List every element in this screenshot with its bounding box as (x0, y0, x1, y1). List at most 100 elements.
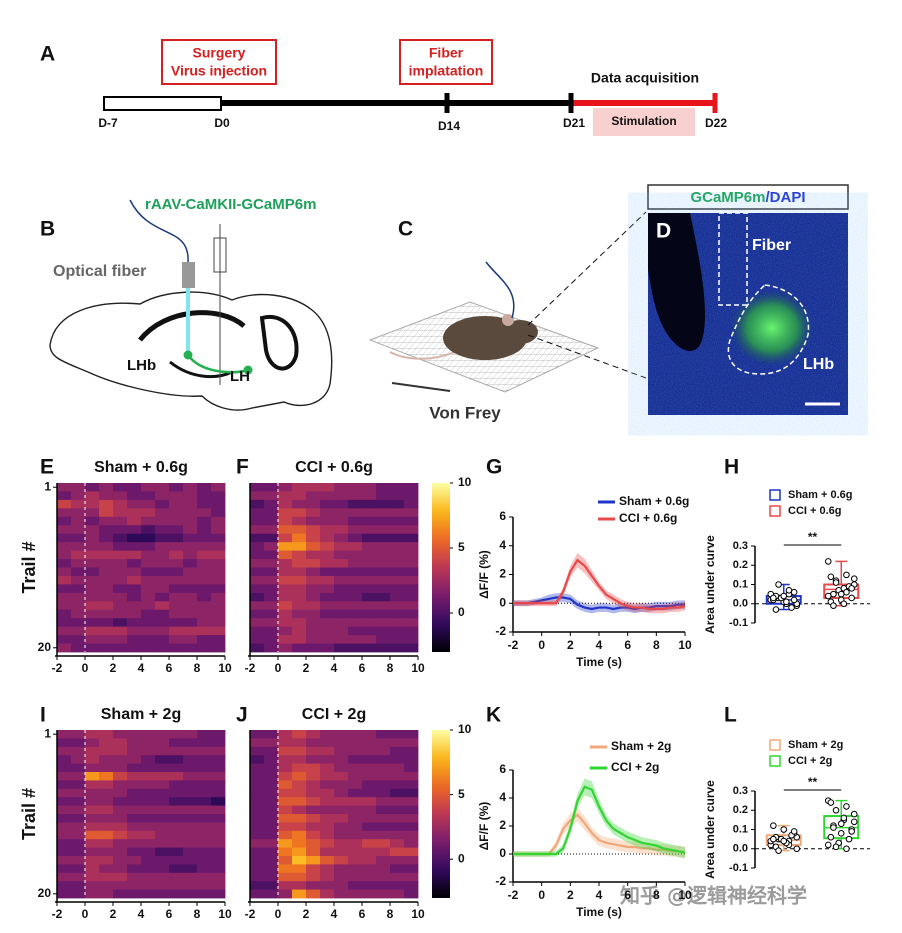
projection (186, 354, 249, 374)
y-tick-label: -2 (495, 624, 506, 638)
heat-cell (169, 559, 184, 568)
heat-cell (404, 763, 419, 773)
heat-cell (278, 483, 293, 492)
heat-cell (334, 567, 349, 577)
heat-cell (197, 525, 212, 535)
heat-cell (306, 592, 321, 602)
heat-cell (250, 889, 265, 899)
heat-cell (250, 755, 265, 764)
heat-cell (292, 872, 307, 882)
heat-cell (250, 592, 265, 602)
heat-cell (292, 856, 307, 865)
heat-cell (127, 618, 142, 628)
data-point (827, 799, 835, 806)
heat-cell (183, 601, 198, 611)
heat-cell (264, 499, 279, 509)
heat-cell (197, 499, 212, 509)
heat-cell (264, 872, 279, 882)
heat-cell (376, 567, 391, 577)
heat-cell (376, 738, 391, 748)
heat-cell (113, 499, 128, 509)
heat-cell (141, 746, 156, 756)
heat-cell (71, 559, 86, 568)
heat-cell (71, 847, 86, 857)
heat-cell (292, 830, 307, 840)
heat-cell (127, 746, 142, 756)
heat-cell (113, 609, 128, 619)
heat-cell (57, 839, 72, 848)
heat-cell (390, 584, 405, 594)
heat-cell (278, 788, 293, 798)
heat-cell (57, 738, 72, 748)
y-axis-label: Trail # (19, 541, 39, 593)
heat-cell (250, 559, 265, 568)
heat-cell (334, 780, 349, 790)
heat-cell (57, 822, 72, 832)
heat-cell (197, 626, 212, 636)
heat-cell (278, 830, 293, 840)
heat-cell (334, 483, 349, 492)
x-axis-label: Time (s) (576, 655, 622, 669)
heat-cell (306, 533, 321, 543)
heat-cell (141, 797, 156, 806)
heat-cell (99, 805, 114, 815)
x-tick-label: 4 (138, 661, 145, 675)
heat-cell (211, 814, 226, 823)
heat-cell (141, 805, 156, 815)
event-label: Fiber (429, 45, 464, 61)
heat-cell (250, 839, 265, 848)
heat-cell (141, 584, 156, 594)
heat-cell (127, 814, 142, 823)
heat-cell (211, 822, 226, 832)
x-tick-label: 2 (110, 907, 117, 921)
heat-cell (250, 618, 265, 628)
heat-cell (85, 575, 100, 585)
heat-cell (127, 567, 142, 577)
heat-cell (362, 814, 377, 823)
day: D0 (214, 116, 230, 130)
heat-cell (362, 830, 377, 840)
heat-cell (85, 856, 100, 865)
heat-cell (292, 499, 307, 509)
x-tick-label: 4 (331, 907, 338, 921)
heat-cell (127, 830, 142, 840)
heat-cell (320, 872, 335, 882)
heat-cell (334, 738, 349, 748)
data-point (837, 820, 845, 828)
heat-cell (278, 525, 293, 535)
heat-cell (183, 575, 198, 585)
heat-cell (113, 584, 128, 594)
heat-cell (250, 635, 265, 644)
heat-cell (250, 567, 265, 577)
heat-cell (376, 550, 391, 560)
heat-cell (127, 483, 142, 492)
cerebellum (259, 314, 299, 371)
heat-cell (390, 499, 405, 509)
x-tick-label: 2 (567, 638, 574, 652)
heat-cell (292, 788, 307, 798)
heat-cell (85, 738, 100, 748)
heat-cell (264, 763, 279, 773)
data-point (775, 581, 782, 588)
stain: GCaMP6m (690, 189, 765, 206)
heat-cell (404, 643, 419, 653)
heat-cell (113, 822, 128, 832)
data-point (832, 843, 840, 851)
heat-cell (334, 746, 349, 756)
heat-cell (390, 643, 405, 653)
heat-cell (85, 805, 100, 815)
heat-cell (292, 763, 307, 773)
x-tick-label: 2 (303, 907, 310, 921)
heat-cell (169, 643, 184, 653)
heat-cell (334, 542, 349, 551)
heat-cell (169, 618, 184, 628)
heat-cell (127, 550, 142, 560)
heat-cell (278, 822, 293, 832)
heat-cell (292, 516, 307, 526)
heat-cell (292, 559, 307, 568)
pre-period (103, 96, 222, 111)
heat-cell (278, 516, 293, 526)
x-tick-label: 2 (567, 888, 574, 902)
x-tick-label: 8 (387, 907, 394, 921)
heat-cell (127, 499, 142, 509)
